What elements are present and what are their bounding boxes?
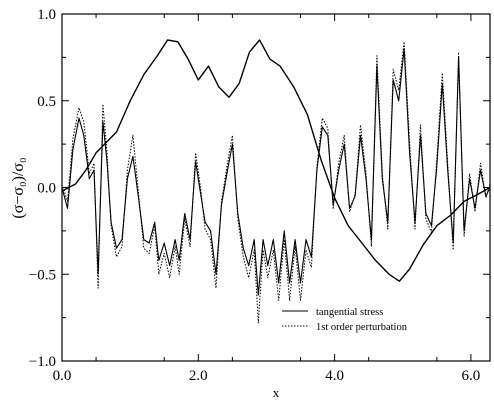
legend: tangential stress 1st order perturbation: [282, 307, 408, 333]
x-tick-label: 4.0: [325, 368, 344, 384]
x-tick-label: 6.0: [462, 368, 481, 384]
y-tick-label: 0.0: [37, 181, 56, 197]
y-tick-label: 1.0: [37, 7, 56, 23]
lines: [61, 39, 491, 324]
series-smooth-line: [61, 39, 491, 282]
y-tick-label: −1.0: [29, 354, 56, 370]
legend-label-perturbation: 1st order perturbation: [316, 322, 408, 333]
x-axis-label: x: [273, 385, 280, 400]
ticks: [61, 13, 490, 362]
series-tangential-stress-line: [61, 48, 491, 296]
tick-labels: 0.0 2.0 4.0 6.0 −1.0 −0.5 0.0 0.5 1.0: [29, 7, 481, 384]
x-tick-label: 2.0: [189, 368, 208, 384]
series-perturbation-line: [61, 41, 491, 324]
y-tick-label: −0.5: [29, 267, 56, 283]
y-axis-label: (σ−σ₀)/σ₀: [10, 157, 27, 218]
y-tick-label: 0.5: [37, 94, 56, 110]
legend-label-tangential-stress: tangential stress: [316, 307, 383, 318]
x-tick-label: 0.0: [53, 368, 72, 384]
